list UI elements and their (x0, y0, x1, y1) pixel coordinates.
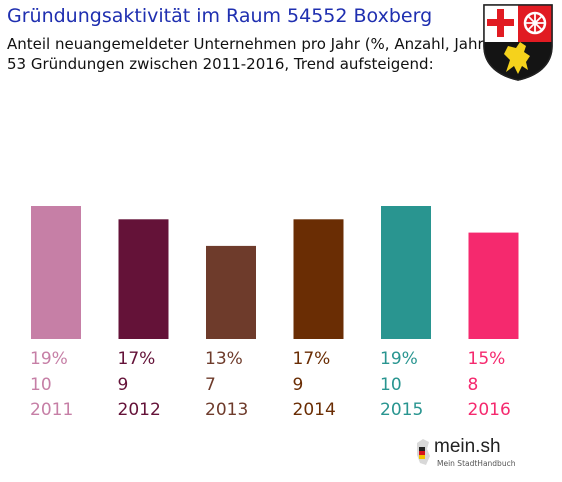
bar-2011 (31, 206, 81, 339)
count-label-2013: 7 (205, 375, 216, 395)
percent-label-2014: 17% (293, 349, 331, 369)
count-label-2016: 8 (468, 375, 479, 395)
count-label-2011: 10 (30, 375, 52, 395)
chart-title: Gründungsaktivität im Raum 54552 Boxberg (7, 5, 433, 27)
year-label-2015: 2015 (380, 400, 423, 420)
coat-of-arms-icon (483, 4, 553, 81)
logo-tagline: Mein StadtHandbuch (437, 459, 516, 468)
count-label-2015: 10 (380, 375, 402, 395)
percent-label-2012: 17% (118, 349, 156, 369)
bar-2014 (293, 219, 344, 339)
bar-2013 (206, 245, 256, 339)
year-label-2016: 2016 (468, 400, 511, 420)
chart-subtitle-line-2: 53 Gründungen zwischen 2011-2016, Trend … (7, 55, 434, 73)
bar-2015 (381, 206, 431, 339)
year-label-2014: 2014 (293, 400, 336, 420)
year-label-2013: 2013 (205, 400, 248, 420)
percent-label-2013: 13% (205, 349, 243, 369)
year-label-2011: 2011 (30, 400, 73, 420)
year-label-2012: 2012 (118, 400, 161, 420)
chart-subtitle-line-1: Anteil neuangemeldeter Unternehmen pro J… (7, 35, 490, 53)
percent-label-2016: 15% (468, 349, 506, 369)
count-label-2012: 9 (118, 375, 129, 395)
count-label-2014: 9 (293, 375, 304, 395)
percent-label-2011: 19% (30, 349, 68, 369)
percent-label-2015: 19% (380, 349, 418, 369)
mein-sh-logo (417, 439, 430, 465)
logo-text: mein.sh (434, 436, 501, 457)
bar-2012 (118, 219, 169, 339)
bar-2016 (468, 232, 519, 339)
